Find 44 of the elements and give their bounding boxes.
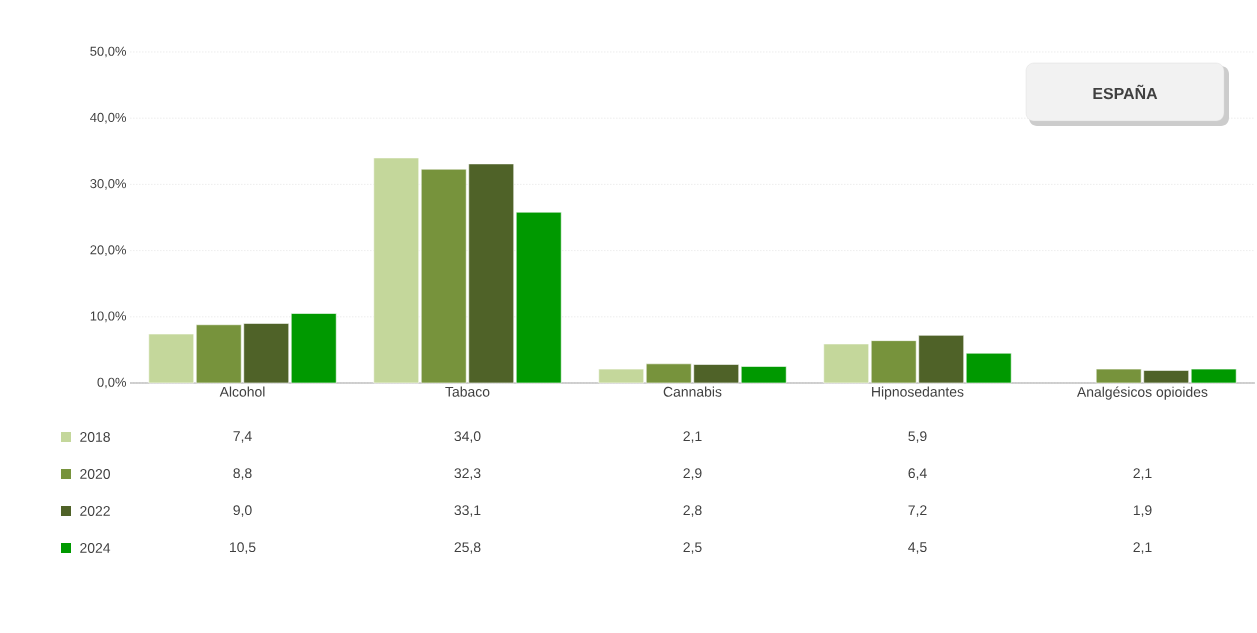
bar (515, 211, 562, 384)
bar (823, 343, 870, 384)
bar (598, 368, 645, 384)
legend-label: 2020 (80, 469, 110, 479)
x-tick-label: Hipnosedantes (872, 386, 964, 400)
data-label: 1,9 (1133, 505, 1152, 517)
data-label: 6,4 (908, 468, 927, 480)
bar (740, 366, 787, 384)
data-label: 2,5 (683, 542, 702, 554)
data-label: 32,3 (454, 468, 481, 480)
data-label: 2,1 (1133, 542, 1152, 554)
y-tick-label: 20,0% (90, 245, 127, 256)
annotation: ESPAÑA (1093, 84, 1158, 100)
legend-label: 2024 (80, 543, 111, 553)
data-label: 9,0 (233, 505, 252, 517)
bar (965, 352, 1012, 384)
data-label: 25,8 (454, 542, 481, 554)
legend-label: 2022 (80, 506, 110, 516)
y-tick-label: 40,0% (90, 112, 127, 124)
y-tick-label: 50,0% (90, 46, 127, 58)
x-tick-label: Tabaco (445, 386, 490, 397)
x-tick-label: Alcohol (219, 386, 265, 397)
bar (290, 313, 337, 384)
data-label: 2,1 (683, 431, 702, 443)
legend-label: 2018 (80, 432, 110, 442)
bar (148, 333, 195, 384)
data-label: 8,8 (233, 468, 252, 480)
data-label: 2,9 (683, 468, 702, 480)
data-label: 34,0 (454, 431, 481, 443)
data-label: 5,9 (908, 431, 927, 443)
data-label: 7,4 (233, 431, 252, 443)
x-tick-label: Analgésicos opioides (1076, 386, 1208, 400)
data-label: 2,8 (683, 505, 702, 517)
data-label: 4,5 (908, 542, 927, 554)
y-tick-label: 0,0% (97, 377, 127, 389)
data-label: 33,1 (454, 505, 481, 517)
y-tick-label: 30,0% (90, 179, 127, 190)
bar (373, 157, 420, 384)
data-label: 7,2 (908, 505, 927, 517)
x-tick-label: Cannabis (663, 386, 722, 397)
data-label: 10,5 (229, 542, 256, 554)
y-tick-label: 10,0% (90, 311, 127, 323)
bar (1190, 368, 1237, 384)
data-label: 2,1 (1133, 468, 1152, 480)
